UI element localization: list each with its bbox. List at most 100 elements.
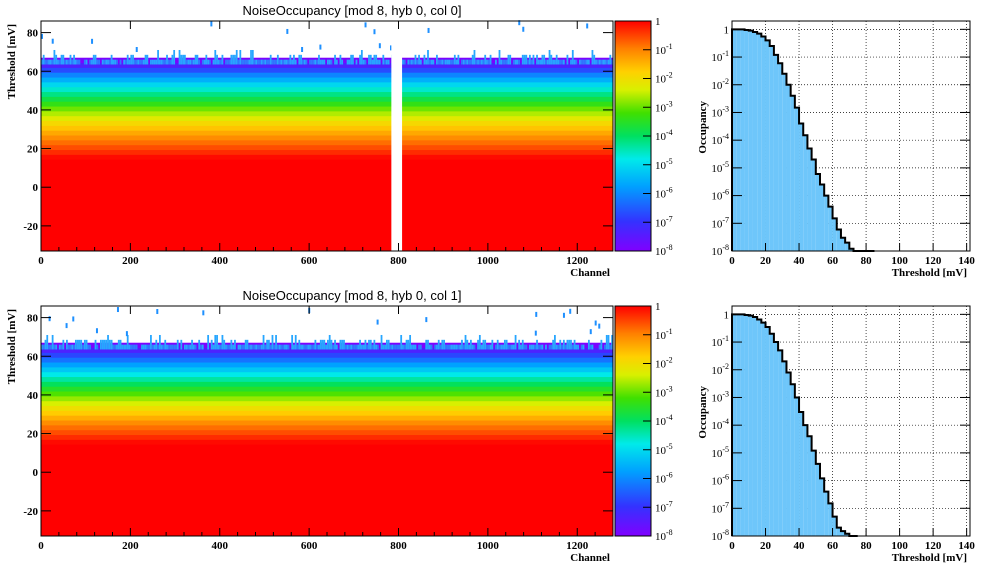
color-bar-label: 10-1 [655, 327, 673, 342]
noise-spike [591, 49, 594, 65]
noise-spike [171, 54, 174, 65]
noise-spike [425, 59, 428, 65]
noise-spike [389, 344, 392, 350]
noise-spike [42, 54, 45, 65]
noise-spike [71, 344, 74, 350]
noise-spike [475, 59, 478, 65]
noise-spike [319, 339, 322, 350]
histogram-bar [840, 531, 846, 536]
histogram-bar [845, 242, 850, 251]
y-tick-label-exp: -8 [722, 243, 729, 252]
noise-spike [296, 344, 299, 350]
x-tick-label: 400 [212, 540, 229, 552]
noise-spike [437, 59, 440, 65]
noise-spike [557, 59, 560, 65]
noise-spike [600, 339, 603, 350]
y-tick-label: 20 [27, 144, 39, 156]
noise-spike [393, 344, 395, 350]
y-tick-label-exp: -5 [722, 445, 729, 454]
heatmap-axes: 0 200 400 600 800 1000 1200 -20 0 20 40 60 80 Channel… [6, 306, 614, 564]
noise-spike [41, 344, 43, 350]
noise-spike [473, 344, 476, 350]
noise-spike [105, 339, 108, 350]
noise-spike [477, 59, 479, 65]
noise-spike [319, 59, 322, 65]
noise-spike [44, 339, 47, 350]
noise-spike [298, 339, 301, 350]
noise-spike [466, 339, 469, 350]
histogram-bar [828, 503, 833, 536]
noise-spike [327, 59, 329, 65]
noise-spike [83, 59, 86, 65]
noise-spike [198, 339, 201, 350]
noise-spike [119, 339, 122, 350]
noise-outlier [534, 330, 537, 336]
noise-spike [604, 344, 606, 350]
noise-spike [414, 54, 417, 65]
noise-spike [132, 54, 134, 65]
y-tick-label-base: 10 [711, 218, 723, 230]
noise-spike [230, 339, 233, 350]
noise-spike [128, 59, 131, 65]
histogram-bar [752, 317, 758, 536]
heatmap-band [41, 511, 613, 518]
x-tick-label: 140 [958, 540, 975, 552]
noise-spike [593, 54, 596, 65]
noise-spike [402, 344, 404, 350]
x-tick-label: 120 [925, 540, 942, 552]
noise-spike [260, 344, 263, 350]
noise-spike [284, 59, 286, 65]
color-bar-label-exp: -6 [666, 471, 673, 480]
chart-layer: NoiseOccupancy [mod 8, hyb 0, col 0]0 200… [6, 3, 975, 564]
y-tick-label-base: 10 [711, 531, 723, 543]
noise-spike [596, 59, 599, 65]
histogram-bar [819, 184, 825, 251]
noise-spike [257, 59, 260, 65]
heatmap-band [41, 149, 613, 155]
y-tick-label-base: 10 [711, 135, 723, 147]
noise-spike [312, 344, 315, 350]
color-bar-label: 10-5 [655, 157, 673, 172]
y-tick-label-base: 10 [711, 476, 723, 488]
noise-spike [509, 344, 512, 350]
heatmap-band [41, 391, 613, 397]
noise-spike [96, 344, 99, 350]
noise-spike [534, 344, 537, 350]
y-tick-label-exp: -6 [722, 473, 729, 482]
noise-spike [398, 344, 401, 350]
noise-spike [428, 59, 431, 65]
noise-spike [602, 59, 605, 65]
histogram-bar [744, 314, 749, 536]
noise-spike [46, 59, 49, 65]
color-bar: 110-110-210-310-410-510-610-710-8 [614, 301, 673, 543]
histogram-bar [815, 174, 820, 251]
noise-spike [166, 344, 168, 350]
noise-spike [514, 334, 517, 350]
noise-spike [250, 49, 252, 65]
noise-spike [604, 59, 606, 65]
noise-spike [212, 59, 215, 65]
noise-spike [285, 59, 288, 65]
noise-spike [310, 59, 313, 65]
noise-spike [200, 344, 202, 350]
noise-spike [502, 59, 504, 65]
noise-spike [521, 54, 524, 65]
noise-spike [287, 59, 290, 65]
noise-spike [468, 59, 470, 65]
noise-spike [251, 344, 254, 350]
noise-spike [192, 59, 195, 65]
noise-spike [282, 344, 285, 350]
color-bar-label-base: 10 [655, 445, 667, 457]
y-tick-label: 80 [27, 313, 39, 325]
noise-spike [189, 59, 192, 65]
color-bar-label-exp: -8 [666, 528, 673, 537]
noise-spike [105, 59, 108, 65]
noise-spike [41, 59, 43, 65]
noise-spike [448, 59, 451, 65]
noise-spike [482, 59, 485, 65]
noise-spike [364, 339, 367, 350]
noise-outlier [286, 28, 289, 34]
noise-spike [491, 339, 494, 350]
noise-spike [359, 54, 361, 65]
